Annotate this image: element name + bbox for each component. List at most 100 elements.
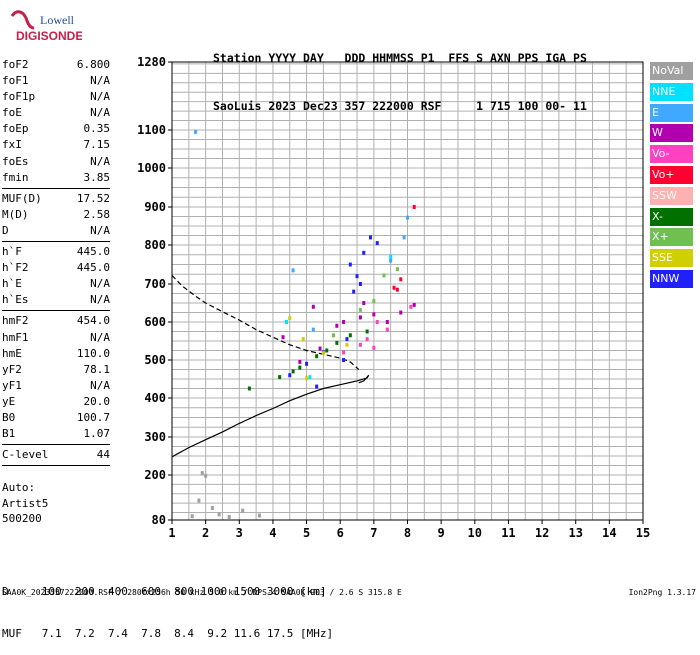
param-label: foF1 (2, 74, 29, 88)
x-tick-label: 5 (303, 526, 310, 540)
param-value: N/A (90, 106, 110, 120)
param-label: M(D) (2, 207, 29, 221)
param-value: 3.85 (83, 170, 111, 184)
echo-point (278, 375, 282, 380)
echo-point (406, 215, 409, 220)
param-label: yF2 (2, 362, 22, 376)
param-label: foEp (2, 122, 29, 136)
echo-point (365, 329, 369, 334)
echo-point (308, 375, 312, 380)
echo-point (399, 310, 403, 315)
param-value: 1.07 (83, 427, 111, 441)
echo-point (318, 346, 322, 351)
echo-point (190, 514, 194, 519)
param-value: N/A (90, 330, 110, 344)
logo-lowell: Lowell (40, 13, 75, 27)
param-row: fxI 7.15 (2, 137, 110, 153)
legend-item: W (650, 124, 693, 143)
legend-item: NoVal (650, 62, 693, 80)
echo-point (194, 129, 198, 134)
echo-point (372, 345, 376, 350)
param-label: MUF(D) (2, 191, 42, 205)
echo-point (217, 512, 221, 517)
echo-point (284, 320, 288, 324)
param-value: N/A (90, 223, 110, 237)
echo-point (368, 235, 372, 240)
y-tick-label: 800 (144, 238, 166, 252)
param-value: N/A (90, 74, 110, 88)
param-label: h`F2 (2, 261, 29, 275)
param-row: yF2 78.1 (2, 362, 110, 378)
echo-point (291, 369, 295, 374)
echo-point (385, 320, 389, 324)
param-value: N/A (90, 378, 110, 392)
header-line1: Station YYYY DAY DDD HHMMSS P1 FFS S AXN… (213, 51, 587, 65)
profile-curve (171, 374, 370, 458)
param-row: foF1 N/A (2, 73, 110, 89)
ionospheric-parameters: foF2 6.800 foF1 N/A foF1p N/A foE N/A foEp 0.35 fx… (2, 57, 110, 468)
param-value: 0.35 (83, 122, 111, 136)
x-tick-label: 8 (404, 526, 411, 540)
echo-point (204, 473, 208, 478)
echo-point (412, 302, 416, 307)
echo-point (331, 333, 335, 338)
echo-point (288, 373, 292, 378)
x-tick-label: 13 (568, 526, 582, 540)
param-value: 44 (96, 448, 110, 462)
x-tick-label: 10 (468, 526, 482, 540)
legend-item: X- (650, 207, 693, 226)
param-row: h`F2 445.0 (2, 260, 110, 276)
echo-point (315, 384, 319, 389)
echo-point (358, 342, 362, 347)
param-label: h`F (2, 245, 22, 259)
x-tick-label: 12 (535, 526, 549, 540)
param-value: N/A (90, 293, 110, 307)
param-value: 78.1 (83, 362, 111, 376)
param-label: foF1p (2, 90, 36, 104)
echo-point (409, 304, 413, 309)
param-label: hmE (2, 346, 22, 360)
y-tick-label: 300 (144, 430, 166, 444)
echo-point (348, 333, 352, 338)
muf-table: D 100 200 400 600 800 1000 1500 3000 [km… (2, 557, 333, 655)
echo-point (311, 327, 315, 332)
y-tick-label: 1100 (137, 123, 166, 137)
y-tick-label: 1280 (137, 55, 166, 69)
param-label: hmF1 (2, 330, 29, 344)
echo-point (362, 250, 366, 255)
x-tick-label: 11 (501, 526, 515, 540)
x-tick-label: 4 (269, 526, 276, 540)
x-tick-label: 2 (202, 526, 209, 540)
echo-point (389, 258, 393, 263)
param-value: 2.58 (83, 207, 111, 221)
echo-point (197, 498, 201, 503)
param-label: hmF2 (2, 314, 29, 328)
echo-point (385, 327, 389, 332)
echo-point (241, 508, 245, 513)
echo-point (298, 359, 302, 364)
param-label: yF1 (2, 378, 22, 392)
param-value: 20.0 (83, 394, 111, 408)
x-tick-label: 9 (438, 526, 445, 540)
echo-point (342, 358, 346, 362)
param-row: B1 1.07 (2, 426, 110, 442)
y-tick-label: 600 (144, 315, 166, 329)
echo-point (395, 287, 399, 292)
echo-point (345, 337, 349, 342)
auto-artist: Artist5 (2, 496, 49, 510)
echo-point (382, 273, 386, 278)
param-label: fxI (2, 138, 22, 152)
echo-point (321, 351, 325, 356)
echo-point (247, 386, 251, 391)
echo-point (301, 337, 305, 342)
legend-item: NNE (650, 82, 693, 101)
echo-point (389, 254, 393, 259)
param-row: h`E N/A (2, 276, 110, 292)
footer-info: SAA0K_2023357222000.RSF / 280fx256h 50 k… (2, 588, 402, 597)
legend-item: NNW (650, 269, 693, 288)
ionogram-chart: 1 2 3 4 5 6 7 8 9 10 11 12 13 14 158020030040050060070… (137, 55, 650, 540)
echo-point (305, 361, 309, 366)
param-value: 445.0 (76, 261, 110, 275)
lowell-digisonde-logo: Lowell DIGISONDE (2, 4, 83, 44)
param-value: N/A (90, 154, 110, 168)
